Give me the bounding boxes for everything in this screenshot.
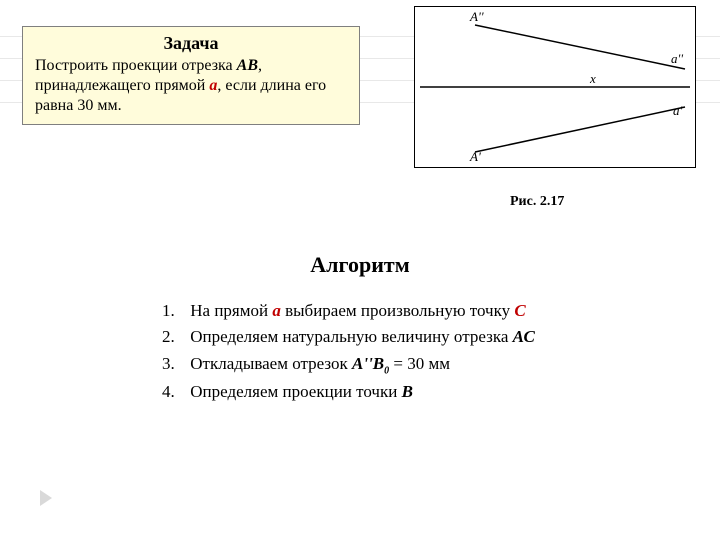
task-segment: АВ: [237, 57, 258, 74]
item-num: 4.: [162, 379, 186, 405]
list-item: 4. Определяем проекции точки В: [162, 379, 535, 405]
item-mid: выбираем произвольную точку: [281, 301, 515, 320]
item-pre: Определяем натуральную величину отрезка: [190, 327, 512, 346]
task-box: Задача Построить проекции отрезка АВ, пр…: [22, 26, 360, 125]
item-num: 1.: [162, 298, 186, 324]
bottom-projection-line: [475, 107, 685, 152]
item-num: 3.: [162, 351, 186, 377]
item-em: А''В0: [352, 354, 389, 373]
algorithm-list: 1. На прямой а выбираем произвольную точ…: [162, 298, 535, 405]
label-a-bottom: A': [470, 149, 481, 165]
item-num: 2.: [162, 324, 186, 350]
list-item: 1. На прямой а выбираем произвольную точ…: [162, 298, 535, 324]
item-em: а: [272, 301, 281, 320]
item-em: В: [402, 382, 413, 401]
label-line-bottom: a': [673, 103, 682, 119]
corner-triangle-icon: [40, 490, 52, 506]
task-prefix: Построить проекции отрезка: [35, 57, 237, 74]
algorithm-title: Алгоритм: [0, 252, 720, 278]
figure-caption: Рис. 2.17: [510, 194, 564, 210]
label-a-top: A'': [470, 9, 484, 25]
label-x: x: [590, 71, 596, 87]
item-em: АС: [513, 327, 535, 346]
list-item: 3. Откладываем отрезок А''В0 = 30 мм: [162, 351, 535, 379]
item-post: = 30 мм: [389, 354, 450, 373]
task-body: Построить проекции отрезка АВ, принадлеж…: [35, 56, 347, 116]
item-pre: Откладываем отрезок: [190, 354, 352, 373]
item-em2: С: [514, 301, 525, 320]
list-item: 2. Определяем натуральную величину отрез…: [162, 324, 535, 350]
figure-svg: [415, 7, 695, 167]
item-em-main: А''В: [352, 354, 384, 373]
item-pre: Определяем проекции точки: [190, 382, 401, 401]
top-projection-line: [475, 25, 685, 69]
figure-box: A'' A' a'' a' x: [414, 6, 696, 168]
label-line-top: a'': [671, 51, 683, 67]
task-title: Задача: [35, 33, 347, 54]
item-pre: На прямой: [190, 301, 272, 320]
